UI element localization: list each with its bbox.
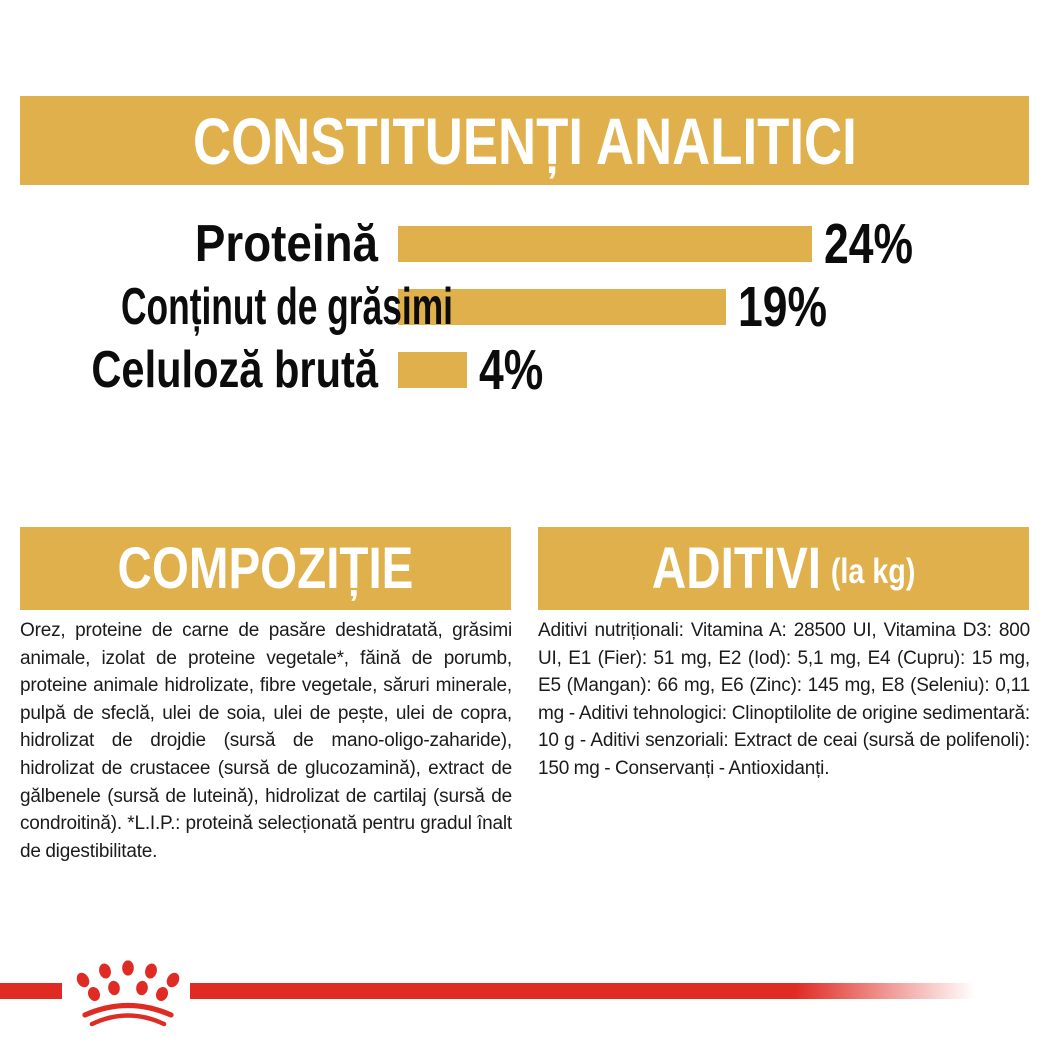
additives-title-suffix: (la kg) — [830, 552, 916, 591]
footer-red-line — [190, 983, 975, 999]
composition-text: Orez, proteine de carne de pasăre deshid… — [20, 620, 512, 862]
additives-banner: ADITIVI (la kg) — [538, 527, 1029, 610]
chart-value-label: 4% — [479, 337, 544, 402]
chart-row: Conținut de grăsimi 19% — [0, 278, 852, 335]
chart-bar — [398, 289, 726, 325]
chart-value-label: 19% — [738, 274, 827, 339]
analytical-constituents-banner: CONSTITUENȚI ANALITICI — [20, 96, 1029, 185]
chart-category-label: Conținut de grăsimi — [120, 278, 453, 336]
royal-canin-crown-logo — [76, 960, 180, 1027]
footer-red-line-left — [0, 983, 62, 999]
composition-banner: COMPOZIȚIE — [20, 527, 511, 610]
chart-bar — [398, 226, 812, 262]
chart-row: Proteină 24% — [0, 215, 938, 272]
additives-title: ADITIVI — [651, 535, 821, 601]
additives-title-group: ADITIVI (la kg) — [651, 535, 916, 601]
additives-text: Aditivi nutriționali: Vitamina A: 28500 … — [538, 620, 1030, 779]
analytical-constituents-title: CONSTITUENȚI ANALITICI — [192, 103, 857, 178]
chart-bar — [398, 352, 467, 388]
chart-value-label: 24% — [824, 211, 913, 276]
chart-category-label: Proteină — [194, 215, 378, 273]
chart-category-label: Celuloză brută — [91, 341, 378, 399]
chart-row: Celuloză brută 4% — [0, 341, 561, 398]
composition-title: COMPOZIȚIE — [117, 535, 414, 601]
